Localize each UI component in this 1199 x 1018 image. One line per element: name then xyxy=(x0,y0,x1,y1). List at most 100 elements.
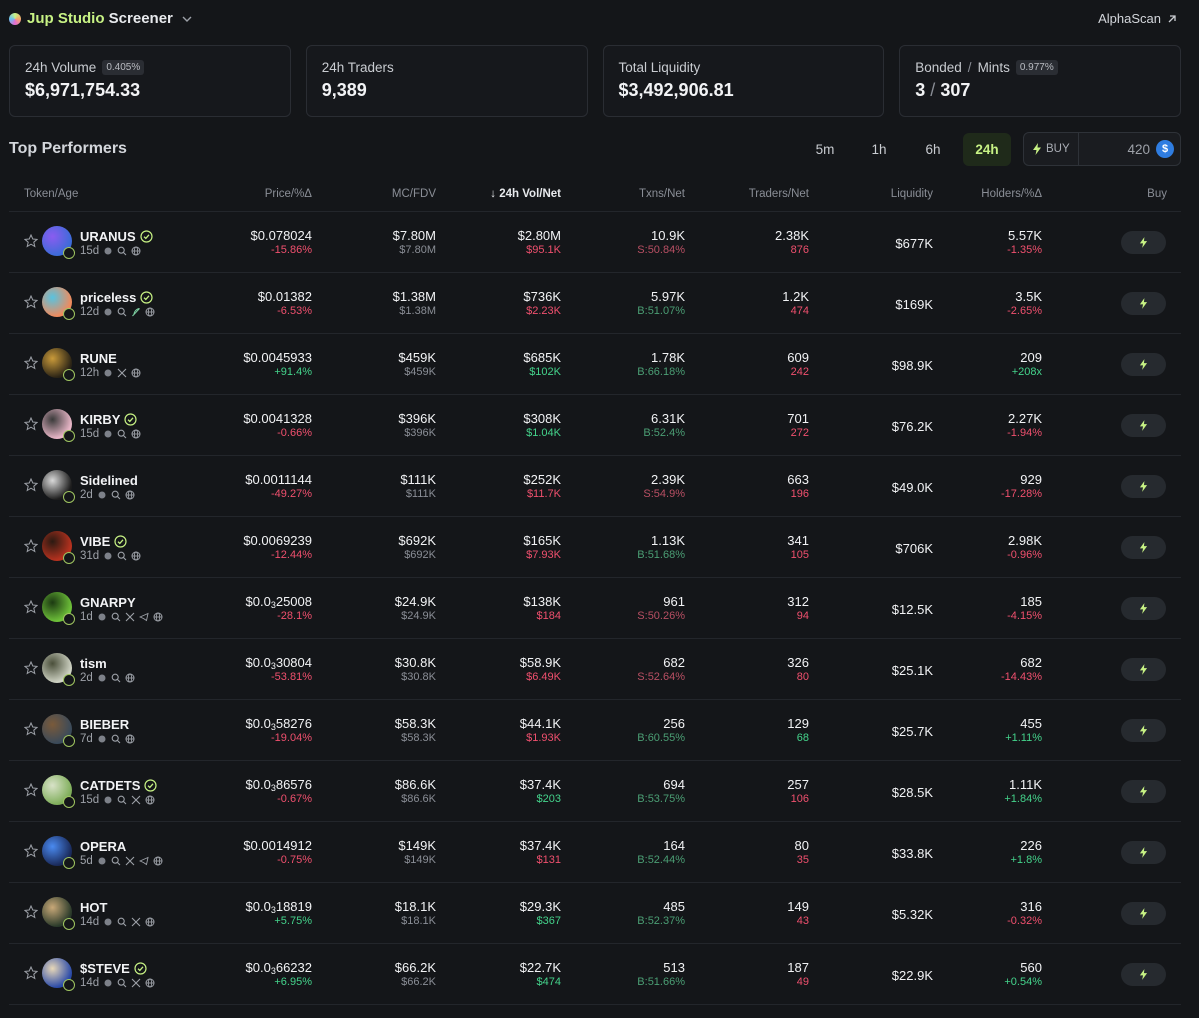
favorite-star-icon[interactable] xyxy=(24,356,38,370)
token-symbol[interactable]: BIEBER xyxy=(80,717,130,732)
table-row[interactable]: CATDETS 15d $0.0386576 -0.67% $86.6K $86.6K $3… xyxy=(9,761,1181,822)
col-holders[interactable]: Holders/%Δ xyxy=(981,188,1042,200)
quick-buy-button[interactable] xyxy=(1121,231,1166,254)
feather-icon[interactable] xyxy=(131,307,141,317)
telegram-icon[interactable] xyxy=(138,856,149,866)
search-icon[interactable] xyxy=(117,246,127,256)
globe-icon[interactable] xyxy=(125,490,135,500)
favorite-star-icon[interactable] xyxy=(24,539,38,553)
globe-icon[interactable] xyxy=(145,978,155,988)
telegram-icon[interactable] xyxy=(138,612,149,622)
table-row[interactable]: URANUS 15d $0.078024 -15.86% $7.80M $7.80M $2.… xyxy=(9,212,1181,273)
favorite-star-icon[interactable] xyxy=(24,844,38,858)
globe-icon[interactable] xyxy=(125,673,135,683)
token-symbol[interactable]: KIRBY xyxy=(80,412,138,427)
quick-buy-button[interactable] xyxy=(1121,536,1166,559)
col-price[interactable]: Price/%Δ xyxy=(264,188,312,200)
quick-buy-button[interactable] xyxy=(1121,414,1166,437)
search-icon[interactable] xyxy=(111,734,121,744)
x-social-icon[interactable] xyxy=(125,612,135,622)
favorite-star-icon[interactable] xyxy=(24,417,38,431)
favorite-star-icon[interactable] xyxy=(24,722,38,736)
quick-buy-button[interactable] xyxy=(1121,658,1166,681)
favorite-star-icon[interactable] xyxy=(24,234,38,248)
table-row[interactable]: tism 2d $0.0330804 -53.81% $30.8K $30.8K $58.9… xyxy=(9,639,1181,700)
token-symbol[interactable]: HOT xyxy=(80,900,108,915)
token-symbol[interactable]: URANUS xyxy=(80,229,153,244)
globe-icon[interactable] xyxy=(153,612,163,622)
table-row[interactable]: priceless 12d $0.01382 -6.53% $1.38M $1.38M $7… xyxy=(9,273,1181,334)
globe-icon[interactable] xyxy=(131,246,141,256)
table-row[interactable]: RUNE 12h $0.0045933 +91.4% $459K $459K $685K $1… xyxy=(9,334,1181,395)
search-icon[interactable] xyxy=(111,673,121,683)
favorite-star-icon[interactable] xyxy=(24,783,38,797)
x-social-icon[interactable] xyxy=(131,917,141,927)
quick-buy-button[interactable] xyxy=(1121,780,1166,803)
quick-buy-button[interactable] xyxy=(1121,353,1166,376)
quick-buy-button[interactable] xyxy=(1121,597,1166,620)
favorite-star-icon[interactable] xyxy=(24,600,38,614)
globe-icon[interactable] xyxy=(131,429,141,439)
quick-buy-button[interactable] xyxy=(1121,902,1166,925)
favorite-star-icon[interactable] xyxy=(24,295,38,309)
quick-buy-button[interactable] xyxy=(1121,292,1166,315)
search-icon[interactable] xyxy=(111,490,121,500)
token-symbol[interactable]: $STEVE xyxy=(80,961,147,976)
alphascan-link[interactable]: AlphaScan xyxy=(1098,11,1177,26)
favorite-star-icon[interactable] xyxy=(24,905,38,919)
favorite-star-icon[interactable] xyxy=(24,661,38,675)
search-icon[interactable] xyxy=(117,795,127,805)
table-row[interactable]: HOT 14d $0.0318819 +5.75% $18.1K $18.1K $29.3K… xyxy=(9,883,1181,944)
globe-icon[interactable] xyxy=(131,368,141,378)
globe-icon[interactable] xyxy=(145,917,155,927)
col-txns[interactable]: Txns/Net xyxy=(638,188,685,200)
quick-buy-button[interactable] xyxy=(1121,841,1166,864)
search-icon[interactable] xyxy=(117,917,127,927)
quick-buy-amount-input[interactable]: 420 xyxy=(1127,141,1150,157)
globe-icon[interactable] xyxy=(145,307,155,317)
col-token[interactable]: Token/Age xyxy=(24,188,79,200)
search-icon[interactable] xyxy=(111,612,121,622)
search-icon[interactable] xyxy=(117,978,127,988)
brand-menu[interactable]: Jup Studio Screener xyxy=(9,10,193,27)
timeframe-24h[interactable]: 24h xyxy=(963,132,1011,166)
quick-buy-button[interactable] xyxy=(1121,475,1166,498)
col-mc[interactable]: MC/FDV xyxy=(391,188,436,200)
token-symbol[interactable]: CATDETS xyxy=(80,778,158,793)
timeframe-6h[interactable]: 6h xyxy=(925,141,941,157)
table-row[interactable]: $STEVE 14d $0.0366232 +6.95% $66.2K $66.2K $22… xyxy=(9,944,1181,1005)
token-symbol[interactable]: tism xyxy=(80,656,107,671)
search-icon[interactable] xyxy=(111,856,121,866)
x-social-icon[interactable] xyxy=(117,368,127,378)
globe-icon[interactable] xyxy=(125,734,135,744)
token-symbol[interactable]: OPERA xyxy=(80,839,127,854)
quick-buy-button[interactable] xyxy=(1121,963,1166,986)
search-icon[interactable] xyxy=(117,307,127,317)
token-symbol[interactable]: priceless xyxy=(80,290,153,305)
globe-icon[interactable] xyxy=(145,795,155,805)
timeframe-1h[interactable]: 1h xyxy=(871,141,887,157)
x-social-icon[interactable] xyxy=(125,856,135,866)
x-social-icon[interactable] xyxy=(131,795,141,805)
col-liquidity[interactable]: Liquidity xyxy=(890,188,933,200)
table-row[interactable]: Sidelined 2d $0.0011144 -49.27% $111K $111K $2… xyxy=(9,456,1181,517)
quick-buy-button[interactable] xyxy=(1121,719,1166,742)
table-row[interactable]: VIBE 31d $0.0069239 -12.44% $692K $692K $165K $… xyxy=(9,517,1181,578)
token-symbol[interactable]: Sidelined xyxy=(80,473,138,488)
search-icon[interactable] xyxy=(117,429,127,439)
token-symbol[interactable]: RUNE xyxy=(80,351,117,366)
table-row[interactable]: GNARPY 1d $0.0325008 -28.1% $24.9K $24.9K $138… xyxy=(9,578,1181,639)
table-row[interactable]: BIEBER 7d $0.0358276 -19.04% $58.3K $58.3K $44… xyxy=(9,700,1181,761)
x-social-icon[interactable] xyxy=(131,978,141,988)
col-traders[interactable]: Traders/Net xyxy=(748,188,809,200)
favorite-star-icon[interactable] xyxy=(24,478,38,492)
search-icon[interactable] xyxy=(117,551,127,561)
table-row[interactable]: KIRBY 15d $0.0041328 -0.66% $396K $396K $308K $… xyxy=(9,395,1181,456)
table-row[interactable]: OPERA 5d $0.0014912 -0.75% $149K $149K $37.4K $… xyxy=(9,822,1181,883)
token-symbol[interactable]: VIBE xyxy=(80,534,127,549)
globe-icon[interactable] xyxy=(153,856,163,866)
favorite-star-icon[interactable] xyxy=(24,966,38,980)
globe-icon[interactable] xyxy=(131,551,141,561)
timeframe-5m[interactable]: 5m xyxy=(815,141,835,157)
col-24h-vol[interactable]: ↓ 24h Vol/Net xyxy=(490,188,561,200)
